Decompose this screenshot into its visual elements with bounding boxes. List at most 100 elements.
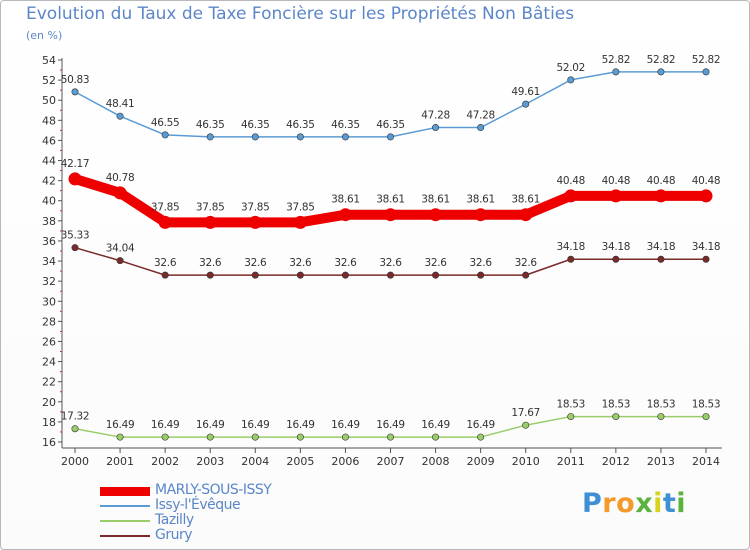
data-point-marly-sous-issy: [248, 215, 262, 229]
data-label-issy-l-eveque: 52.82: [692, 54, 721, 66]
y-tick-label: 44: [42, 155, 56, 168]
data-point-tazilly: [296, 433, 304, 441]
logo-letter: o: [616, 488, 636, 519]
data-label-tazilly: 16.49: [286, 419, 315, 431]
legend-item: Grury: [100, 527, 320, 544]
data-label-grury: 32.6: [199, 257, 222, 269]
data-label-grury: 32.6: [289, 257, 312, 269]
data-point-issy-l-eveque: [116, 112, 124, 120]
data-point-issy-l-eveque: [657, 68, 665, 76]
data-label-marly-sous-issy: 38.61: [376, 194, 405, 206]
legend-label: Tazilly: [155, 512, 194, 528]
y-tick-label: 24: [42, 356, 56, 369]
data-label-tazilly: 16.49: [196, 419, 225, 431]
legend-item: MARLY-SOUS-ISSY: [100, 482, 320, 499]
data-point-marly-sous-issy: [384, 208, 397, 222]
data-point-issy-l-eveque: [612, 68, 620, 76]
chart-title: Evolution du Taux de Taxe Foncière sur l…: [26, 4, 575, 24]
x-tick-label: 2004: [241, 455, 269, 468]
y-tick-label: 26: [42, 335, 56, 348]
legend-swatch: [100, 505, 150, 507]
x-tick-label: 2008: [422, 455, 450, 468]
legend-swatch: [100, 520, 150, 522]
data-label-tazilly: 18.53: [692, 399, 721, 411]
data-point-marly-sous-issy: [429, 208, 443, 222]
y-tick-label: 52: [42, 74, 56, 87]
data-label-grury: 34.18: [557, 241, 586, 253]
y-tick-label: 28: [42, 315, 56, 328]
y-tick-label: 38: [42, 215, 56, 228]
data-point-marly-sous-issy: [609, 189, 623, 203]
legend-swatch: [100, 535, 150, 537]
y-tick-label: 16: [42, 436, 56, 449]
data-point-tazilly: [251, 433, 259, 441]
x-tick-label: 2009: [467, 455, 495, 468]
logo-letter: r: [602, 488, 617, 519]
data-point-marly-sous-issy: [203, 215, 217, 229]
data-point-grury: [657, 255, 665, 263]
y-tick-label: 46: [42, 134, 56, 147]
data-point-grury: [116, 257, 124, 265]
data-label-marly-sous-issy: 40.48: [557, 175, 586, 187]
data-point-tazilly: [71, 425, 79, 433]
data-label-grury: 34.18: [602, 241, 631, 253]
data-label-tazilly: 16.49: [241, 419, 270, 431]
data-point-marly-sous-issy: [113, 186, 127, 200]
data-label-marly-sous-issy: 40.48: [692, 175, 721, 187]
data-point-grury: [477, 271, 485, 279]
data-point-tazilly: [522, 421, 530, 429]
y-tick-label: 18: [42, 416, 56, 429]
x-tick-label: 2013: [647, 455, 675, 468]
data-label-marly-sous-issy: 38.61: [331, 194, 360, 206]
data-point-marly-sous-issy: [338, 208, 352, 222]
data-label-marly-sous-issy: 40.48: [647, 175, 676, 187]
data-point-tazilly: [432, 433, 440, 441]
data-point-tazilly: [386, 433, 394, 441]
data-label-grury: 32.6: [244, 257, 267, 269]
x-tick-label: 2003: [196, 455, 224, 468]
data-label-marly-sous-issy: 42.17: [61, 158, 90, 170]
data-label-issy-l-eveque: 46.35: [331, 119, 360, 131]
data-point-marly-sous-issy: [519, 208, 533, 222]
data-point-tazilly: [567, 413, 575, 421]
data-label-issy-l-eveque: 46.35: [241, 119, 270, 131]
data-point-issy-l-eveque: [71, 88, 79, 96]
y-tick-label: 20: [42, 396, 56, 409]
logo-letter: t: [662, 488, 677, 519]
data-point-grury: [161, 271, 169, 279]
data-label-issy-l-eveque: 52.82: [602, 54, 631, 66]
data-label-issy-l-eveque: 46.35: [376, 119, 405, 131]
data-label-tazilly: 16.49: [421, 419, 450, 431]
data-point-grury: [567, 255, 575, 263]
x-tick-label: 2005: [286, 455, 314, 468]
data-point-marly-sous-issy: [474, 208, 488, 222]
data-point-marly-sous-issy: [564, 189, 578, 203]
data-point-marly-sous-issy: [158, 215, 172, 229]
logo-letter: x: [635, 488, 654, 519]
data-point-tazilly: [612, 413, 620, 421]
data-label-tazilly: 16.49: [466, 419, 495, 431]
chart-legend: MARLY-SOUS-ISSY Issy-l'Évêque Tazilly Grury: [100, 482, 320, 544]
data-label-marly-sous-issy: 40.48: [602, 175, 631, 187]
data-label-grury: 32.6: [379, 257, 402, 269]
data-point-issy-l-eveque: [341, 133, 349, 141]
data-label-marly-sous-issy: 38.61: [421, 194, 450, 206]
data-label-marly-sous-issy: 40.78: [106, 172, 135, 184]
data-point-grury: [612, 255, 620, 263]
data-point-grury: [522, 271, 530, 279]
data-point-issy-l-eveque: [702, 68, 710, 76]
data-point-issy-l-eveque: [161, 131, 169, 139]
y-tick-label: 34: [42, 255, 56, 268]
data-label-tazilly: 16.49: [151, 419, 180, 431]
data-label-issy-l-eveque: 46.55: [151, 117, 180, 129]
data-point-issy-l-eveque: [477, 124, 485, 132]
x-tick-label: 2002: [151, 455, 179, 468]
legend-item: Issy-l'Évêque: [100, 497, 320, 514]
data-label-tazilly: 16.49: [376, 419, 405, 431]
logo-letter: P: [582, 488, 603, 519]
data-point-tazilly: [341, 433, 349, 441]
data-point-grury: [251, 271, 259, 279]
x-tick-label: 2007: [377, 455, 405, 468]
data-point-tazilly: [161, 433, 169, 441]
data-label-marly-sous-issy: 37.85: [196, 201, 225, 213]
